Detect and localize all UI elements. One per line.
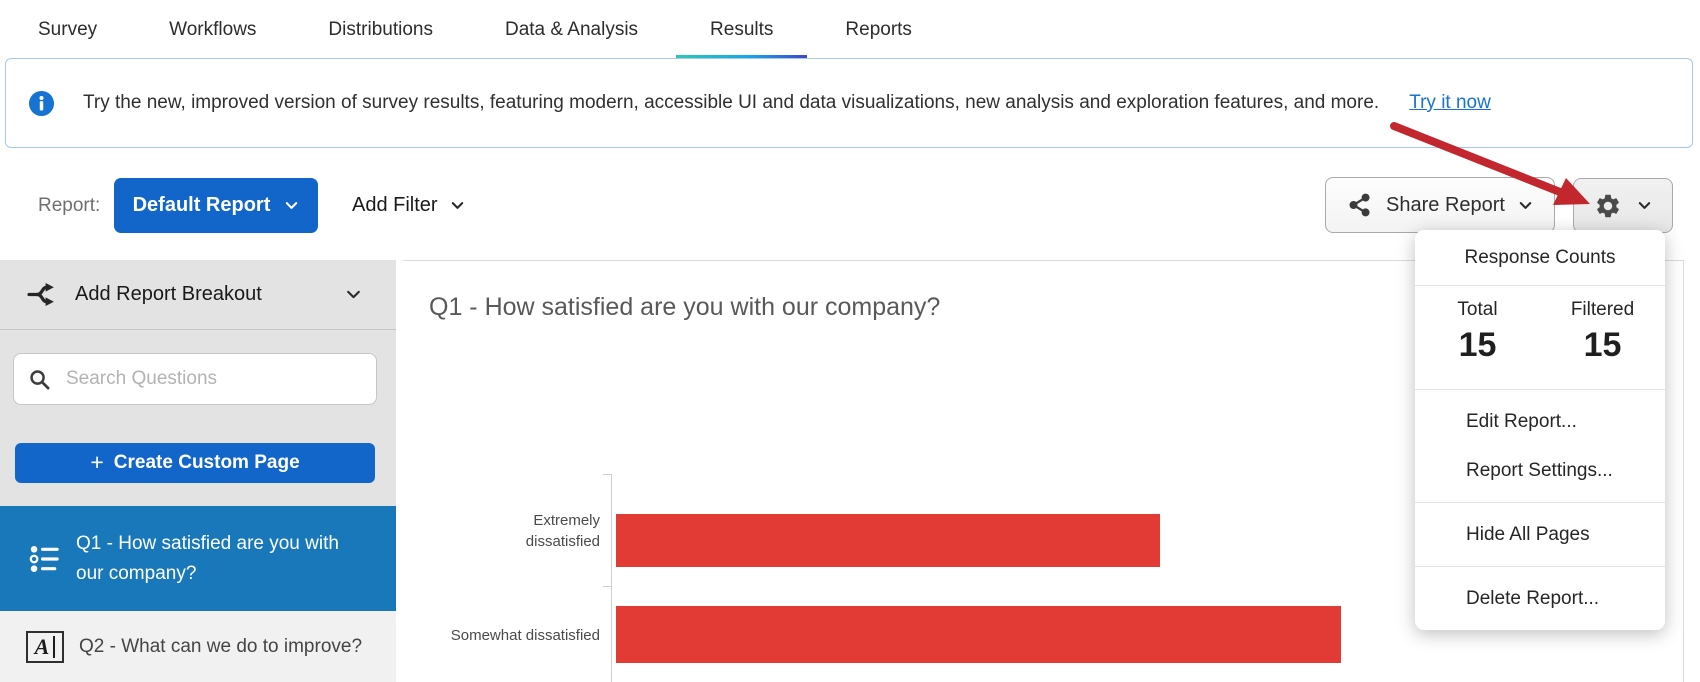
tab-data-analysis[interactable]: Data & Analysis: [504, 19, 639, 40]
search-icon: [30, 369, 50, 389]
chevron-down-icon: [1519, 201, 1532, 209]
info-icon: [28, 90, 55, 116]
tab-workflows[interactable]: Workflows: [169, 19, 257, 40]
try-it-now-link[interactable]: Try it now: [1409, 92, 1491, 113]
sidebar-page-q1[interactable]: Q1 - How satisfied are you with our comp…: [0, 506, 396, 611]
tab-survey[interactable]: Survey: [38, 19, 98, 40]
top-tab-bar: Survey Workflows Distributions Data & An…: [0, 0, 1700, 60]
breakout-branch-icon: [27, 282, 54, 307]
sidebar-page-q1-label: Q1 - How satisfied are you with our comp…: [76, 532, 339, 584]
filtered-count-value: 15: [1583, 326, 1622, 364]
axis-tick: [603, 474, 611, 475]
report-selector-button[interactable]: Default Report: [114, 178, 318, 233]
response-counts-header: Response Counts: [1464, 246, 1616, 268]
new-version-banner: Try the new, improved version of survey …: [5, 58, 1693, 148]
tab-distributions[interactable]: Distributions: [328, 19, 433, 40]
chart-category-axis: [611, 474, 612, 682]
chart-bar: [616, 606, 1341, 663]
total-count: Total 15: [1415, 286, 1540, 389]
report-selector-label: Default Report: [132, 194, 271, 216]
add-filter-label: Add Filter: [352, 194, 438, 216]
chevron-down-icon: [286, 202, 298, 209]
report-options-gear-button[interactable]: [1573, 178, 1673, 233]
tab-reports[interactable]: Reports: [845, 19, 912, 40]
chevron-down-icon: [347, 290, 360, 299]
bar-label-somewhat-dissatisfied: Somewhat dissatisfied: [450, 627, 600, 644]
search-questions-box: [13, 353, 377, 405]
menu-item-report-settings[interactable]: Report Settings...: [1466, 459, 1613, 481]
multiple-choice-icon: [29, 545, 59, 572]
gear-icon: [1597, 194, 1619, 217]
chevron-down-icon: [451, 202, 463, 209]
create-custom-page-button[interactable]: + Create Custom Page: [15, 443, 375, 483]
add-report-breakout[interactable]: Add Report Breakout: [0, 260, 396, 330]
chart-bar: [616, 514, 1160, 567]
text-entry-icon: A: [26, 630, 64, 663]
sidebar-page-q2[interactable]: A Q2 - What can we do to improve?: [0, 611, 396, 682]
chevron-down-icon: [1638, 202, 1651, 209]
sidebar-page-q2-label: Q2 - What can we do to improve?: [79, 635, 363, 657]
tab-results[interactable]: Results: [675, 0, 808, 60]
share-report-label: Share Report: [1386, 193, 1505, 216]
share-icon: [1349, 193, 1370, 217]
plus-icon: +: [90, 448, 104, 475]
chart-title: Q1 - How satisfied are you with our comp…: [429, 293, 941, 321]
search-questions-input[interactable]: [64, 367, 362, 391]
menu-item-delete-report[interactable]: Delete Report...: [1466, 587, 1600, 609]
add-report-breakout-label: Add Report Breakout: [75, 283, 262, 305]
report-pages-sidebar: Add Report Breakout + Create Custom Page: [0, 260, 396, 682]
share-report-button[interactable]: Share Report: [1325, 177, 1555, 233]
add-filter-button[interactable]: Add Filter: [352, 178, 465, 233]
axis-tick: [603, 586, 611, 587]
filtered-count: Filtered 15: [1540, 286, 1665, 389]
report-options-menu: Response Counts Total 15 Filtered 15 Edi…: [1415, 230, 1665, 630]
report-label: Report:: [38, 194, 101, 216]
banner-message: Try the new, improved version of survey …: [83, 92, 1380, 113]
create-custom-page-label: Create Custom Page: [113, 452, 300, 473]
menu-item-hide-all-pages[interactable]: Hide All Pages: [1466, 523, 1590, 545]
filtered-count-label: Filtered: [1570, 299, 1635, 320]
total-count-value: 15: [1458, 326, 1497, 364]
bar-label-extremely-dissatisfied: Extremely dissatisfied: [525, 512, 600, 550]
menu-item-edit-report[interactable]: Edit Report...: [1466, 410, 1577, 432]
total-count-label: Total: [1457, 299, 1498, 320]
